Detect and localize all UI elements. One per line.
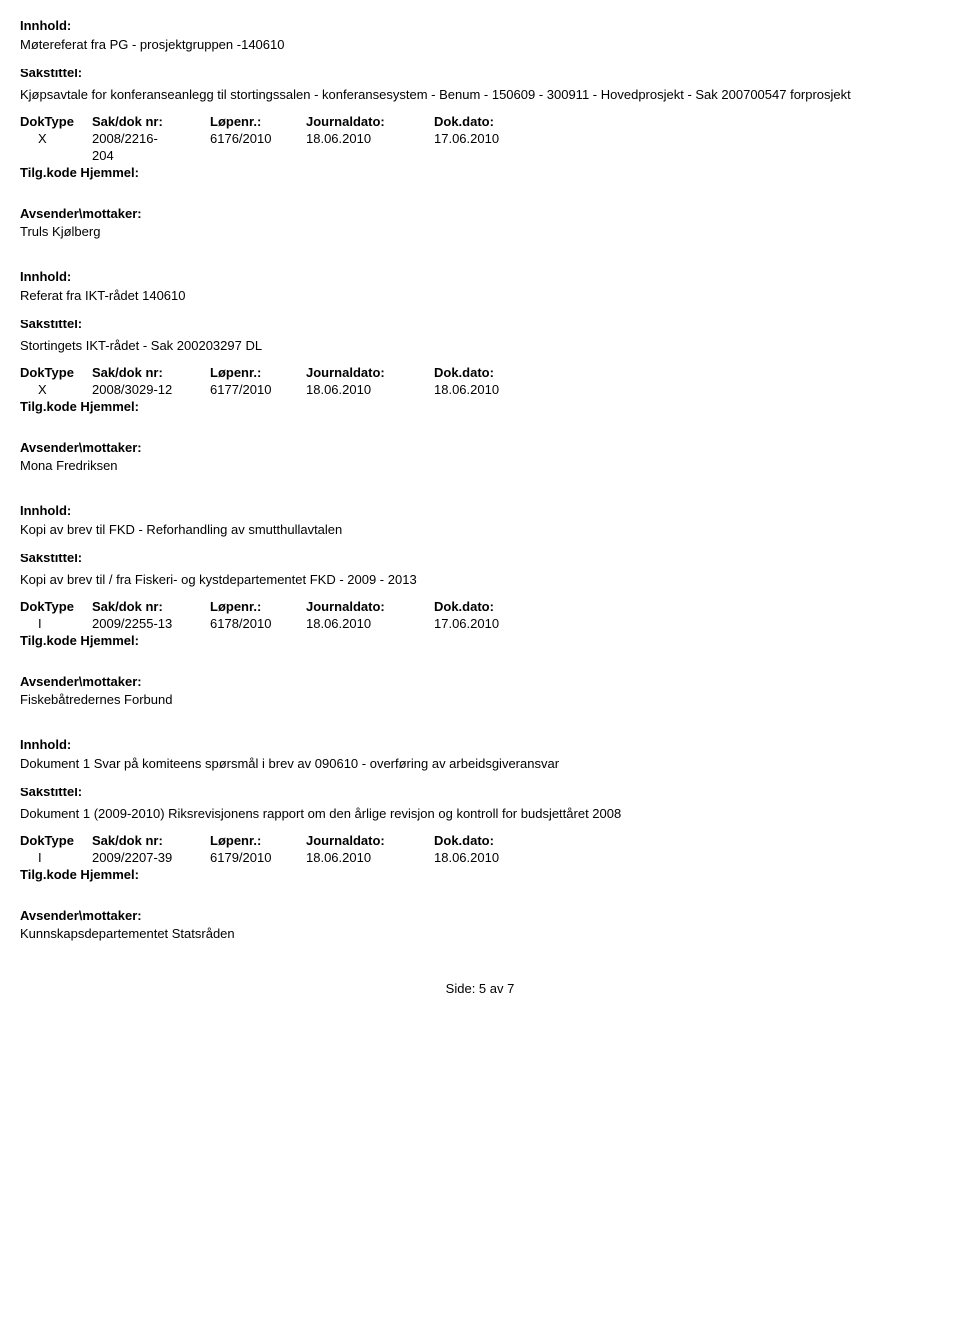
dokdato-header: Dok.dato: <box>434 365 494 380</box>
avsender-value: Fiskebåtredernes Forbund <box>20 692 940 707</box>
doktype-value: I <box>20 616 92 631</box>
dokdato-value: 17.06.2010 <box>434 616 499 631</box>
avsender-value: Mona Fredriksen <box>20 458 940 473</box>
data-row: X 2008/3029-12 6177/2010 18.06.2010 18.0… <box>20 382 940 397</box>
innhold-label: Innhold: <box>20 737 940 752</box>
lopenr-header: Løpenr.: <box>210 599 306 614</box>
journaldato-value: 18.06.2010 <box>306 131 434 146</box>
column-headers: DokType Sak/dok nr: Løpenr.: Journaldato… <box>20 114 940 129</box>
tilgkode-label: Tilg.kode Hjemmel: <box>20 633 940 648</box>
journaldato-header: Journaldato: <box>306 833 434 848</box>
sakdok-value-cont: 204 <box>92 148 210 163</box>
sakstittel-text: Stortingets IKT-rådet - Sak 200203297 DL <box>20 338 940 353</box>
doktype-header: DokType <box>20 365 92 380</box>
dokdato-value: 18.06.2010 <box>434 382 499 397</box>
lopenr-value: 6178/2010 <box>210 616 306 631</box>
doktype-header: DokType <box>20 599 92 614</box>
tilgkode-label: Tilg.kode Hjemmel: <box>20 399 940 414</box>
innhold-label: Innhold: <box>20 269 940 284</box>
journaldato-header: Journaldato: <box>306 114 434 129</box>
tilgkode-label: Tilg.kode Hjemmel: <box>20 165 940 180</box>
data-row-cont: 204 <box>20 148 940 163</box>
sakstittel-text: Kopi av brev til / fra Fiskeri- og kystd… <box>20 572 940 587</box>
sakdok-value: 2009/2255-13 <box>92 616 210 631</box>
column-headers: DokType Sak/dok nr: Løpenr.: Journaldato… <box>20 365 940 380</box>
sakdok-header: Sak/dok nr: <box>92 365 210 380</box>
innhold-text: Møtereferat fra PG - prosjektgruppen -14… <box>20 37 940 52</box>
avsender-label: Avsender\mottaker: <box>20 908 940 923</box>
journaldato-header: Journaldato: <box>306 365 434 380</box>
sakdok-value: 2009/2207-39 <box>92 850 210 865</box>
journaldato-header: Journaldato: <box>306 599 434 614</box>
sakstittel-label: Sakstittel: <box>20 785 940 802</box>
doktype-header: DokType <box>20 833 92 848</box>
doktype-value: X <box>20 382 92 397</box>
sakdok-header: Sak/dok nr: <box>92 599 210 614</box>
sakdok-value: 2008/2216- <box>92 131 210 146</box>
innhold-text: Referat fra IKT-rådet 140610 <box>20 288 940 303</box>
journal-record: Innhold: Dokument 1 Svar på komiteens sp… <box>20 737 940 941</box>
sakstittel-label: Sakstittel: <box>20 66 940 83</box>
lopenr-value: 6179/2010 <box>210 850 306 865</box>
avsender-value: Truls Kjølberg <box>20 224 940 239</box>
lopenr-value: 6176/2010 <box>210 131 306 146</box>
sakstittel-text: Dokument 1 (2009-2010) Riksrevisjonens r… <box>20 806 940 821</box>
innhold-label: Innhold: <box>20 503 940 518</box>
avsender-label: Avsender\mottaker: <box>20 206 940 221</box>
innhold-text: Kopi av brev til FKD - Reforhandling av … <box>20 522 940 537</box>
journaldato-value: 18.06.2010 <box>306 850 434 865</box>
journaldato-value: 18.06.2010 <box>306 616 434 631</box>
doktype-header: DokType <box>20 114 92 129</box>
sakstittel-label: Sakstittel: <box>20 551 940 568</box>
sakdok-header: Sak/dok nr: <box>92 833 210 848</box>
journal-record: Innhold: Referat fra IKT-rådet 140610 Sa… <box>20 269 940 473</box>
lopenr-header: Løpenr.: <box>210 833 306 848</box>
data-row: I 2009/2255-13 6178/2010 18.06.2010 17.0… <box>20 616 940 631</box>
journal-record: Innhold: Møtereferat fra PG - prosjektgr… <box>20 18 940 239</box>
journaldato-value: 18.06.2010 <box>306 382 434 397</box>
lopenr-value: 6177/2010 <box>210 382 306 397</box>
lopenr-header: Løpenr.: <box>210 365 306 380</box>
innhold-text: Dokument 1 Svar på komiteens spørsmål i … <box>20 756 940 771</box>
page-footer: Side: 5 av 7 <box>20 981 940 996</box>
journal-record: Innhold: Kopi av brev til FKD - Reforhan… <box>20 503 940 707</box>
data-row: X 2008/2216- 6176/2010 18.06.2010 17.06.… <box>20 131 940 146</box>
dokdato-header: Dok.dato: <box>434 114 494 129</box>
innhold-label: Innhold: <box>20 18 940 33</box>
doktype-value: I <box>20 850 92 865</box>
column-headers: DokType Sak/dok nr: Løpenr.: Journaldato… <box>20 599 940 614</box>
dokdato-value: 17.06.2010 <box>434 131 499 146</box>
doktype-value: X <box>20 131 92 146</box>
dokdato-header: Dok.dato: <box>434 833 494 848</box>
avsender-value: Kunnskapsdepartementet Statsråden <box>20 926 940 941</box>
dokdato-value: 18.06.2010 <box>434 850 499 865</box>
sakstittel-label: Sakstittel: <box>20 317 940 334</box>
column-headers: DokType Sak/dok nr: Løpenr.: Journaldato… <box>20 833 940 848</box>
lopenr-header: Løpenr.: <box>210 114 306 129</box>
avsender-label: Avsender\mottaker: <box>20 440 940 455</box>
sakdok-value: 2008/3029-12 <box>92 382 210 397</box>
dokdato-header: Dok.dato: <box>434 599 494 614</box>
doktype-value-cont <box>20 148 92 163</box>
avsender-label: Avsender\mottaker: <box>20 674 940 689</box>
sakstittel-text: Kjøpsavtale for konferanseanlegg til sto… <box>20 87 940 102</box>
data-row: I 2009/2207-39 6179/2010 18.06.2010 18.0… <box>20 850 940 865</box>
tilgkode-label: Tilg.kode Hjemmel: <box>20 867 940 882</box>
sakdok-header: Sak/dok nr: <box>92 114 210 129</box>
